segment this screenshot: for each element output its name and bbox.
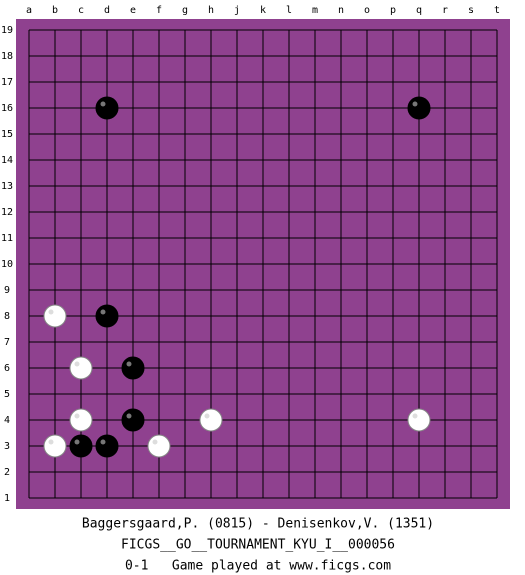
- game-info: 0-1 Game played at www.ficgs.com: [125, 559, 391, 574]
- row-label: 3: [4, 441, 10, 452]
- game-info: Baggersgaard,P. (0815) - Denisenkov,V. (…: [82, 517, 434, 532]
- column-label: h: [208, 5, 214, 16]
- stone-highlight: [412, 101, 418, 107]
- stone-highlight: [74, 439, 80, 445]
- column-label: g: [182, 5, 188, 16]
- row-label: 9: [4, 285, 10, 296]
- column-label: k: [260, 5, 266, 16]
- white-stone: [43, 304, 67, 328]
- row-label: 12: [1, 207, 13, 218]
- black-stone: [95, 434, 119, 458]
- row-label: 6: [4, 363, 10, 374]
- stone-highlight: [100, 101, 106, 107]
- row-label: 15: [1, 129, 13, 140]
- column-label: b: [52, 5, 58, 16]
- column-label: c: [78, 5, 84, 16]
- stone-highlight: [48, 309, 54, 315]
- black-stone: [121, 356, 145, 380]
- stone-highlight: [100, 439, 106, 445]
- row-label: 18: [1, 51, 13, 62]
- column-label: n: [338, 5, 344, 16]
- row-label: 2: [4, 467, 10, 478]
- column-label: m: [312, 5, 318, 16]
- white-stone: [69, 408, 93, 432]
- row-label: 8: [4, 311, 10, 322]
- column-label: d: [104, 5, 110, 16]
- black-stone: [407, 96, 431, 120]
- stone-highlight: [126, 361, 132, 367]
- column-label: q: [416, 5, 422, 16]
- white-stone: [407, 408, 431, 432]
- column-label: j: [234, 5, 240, 16]
- game-info: FICGS__GO__TOURNAMENT_KYU_I__000056: [121, 538, 395, 553]
- stone-highlight: [412, 413, 418, 419]
- stone-highlight: [48, 439, 54, 445]
- white-stone: [69, 356, 93, 380]
- stone-highlight: [126, 413, 132, 419]
- black-stone: [95, 96, 119, 120]
- stone-highlight: [74, 413, 80, 419]
- row-label: 10: [1, 259, 13, 270]
- column-label: s: [468, 5, 474, 16]
- column-label: t: [494, 5, 500, 16]
- column-label: p: [390, 5, 396, 16]
- column-label: f: [156, 5, 162, 16]
- column-label: l: [286, 5, 292, 16]
- column-label: e: [130, 5, 136, 16]
- row-label: 13: [1, 181, 13, 192]
- black-stone: [121, 408, 145, 432]
- column-label: o: [364, 5, 370, 16]
- white-stone: [147, 434, 171, 458]
- row-label: 11: [1, 233, 13, 244]
- row-label: 7: [4, 337, 10, 348]
- column-label: a: [26, 5, 32, 16]
- stone-highlight: [204, 413, 210, 419]
- black-stone: [95, 304, 119, 328]
- row-label: 1: [4, 493, 10, 504]
- column-label: r: [442, 5, 448, 16]
- row-label: 4: [4, 415, 10, 426]
- row-label: 14: [1, 155, 13, 166]
- white-stone: [199, 408, 223, 432]
- stone-highlight: [152, 439, 158, 445]
- black-stone: [69, 434, 93, 458]
- row-label: 17: [1, 77, 13, 88]
- row-label: 5: [4, 389, 10, 400]
- white-stone: [43, 434, 67, 458]
- row-label: 16: [1, 103, 13, 114]
- row-label: 19: [1, 25, 13, 36]
- stone-highlight: [74, 361, 80, 367]
- stone-highlight: [100, 309, 106, 315]
